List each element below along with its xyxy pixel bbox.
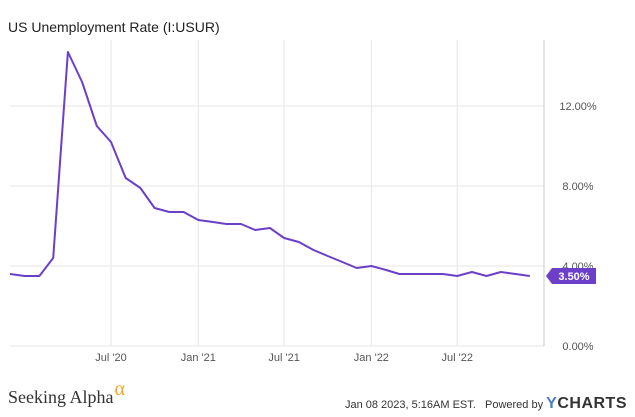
- chart-title: US Unemployment Rate (I:USUR): [8, 19, 220, 35]
- alpha-icon: α: [114, 378, 125, 400]
- end-value-label: 3.50%: [546, 268, 596, 284]
- ycharts-logo: YCHARTS: [546, 395, 627, 412]
- brand-name: Seeking Alpha: [8, 387, 114, 407]
- footer-attribution: Jan 08 2023, 5:16AM EST. Powered by YCHA…: [345, 395, 627, 413]
- x-tick-label: Jul '22: [441, 352, 472, 364]
- y-tick-label: 0.00%: [562, 341, 593, 353]
- y-tick-label: 12.00%: [559, 101, 597, 113]
- y-tick-label: 8.00%: [562, 181, 593, 193]
- end-value-label-background: [546, 268, 596, 284]
- x-tick-label: Jul '21: [268, 352, 299, 364]
- x-tick-label: Jan '21: [181, 352, 216, 364]
- ticks: Jul '20 Jan '21 Jul '21 Jan '22 Jul '22 0.00%…: [95, 101, 597, 364]
- timestamp: Jan 08 2023, 5:16AM EST.: [344, 399, 476, 411]
- x-tick-label: Jul '20: [95, 352, 126, 364]
- x-tick-label: Jan '22: [354, 352, 389, 364]
- series-line-unemployment-rate: [9, 51, 530, 277]
- seeking-alpha-logo: Seeking Alphaα: [8, 378, 125, 409]
- grid: [10, 40, 544, 347]
- powered-by-label: Powered by: [485, 399, 544, 411]
- end-value-label-text: 3.50%: [558, 271, 589, 283]
